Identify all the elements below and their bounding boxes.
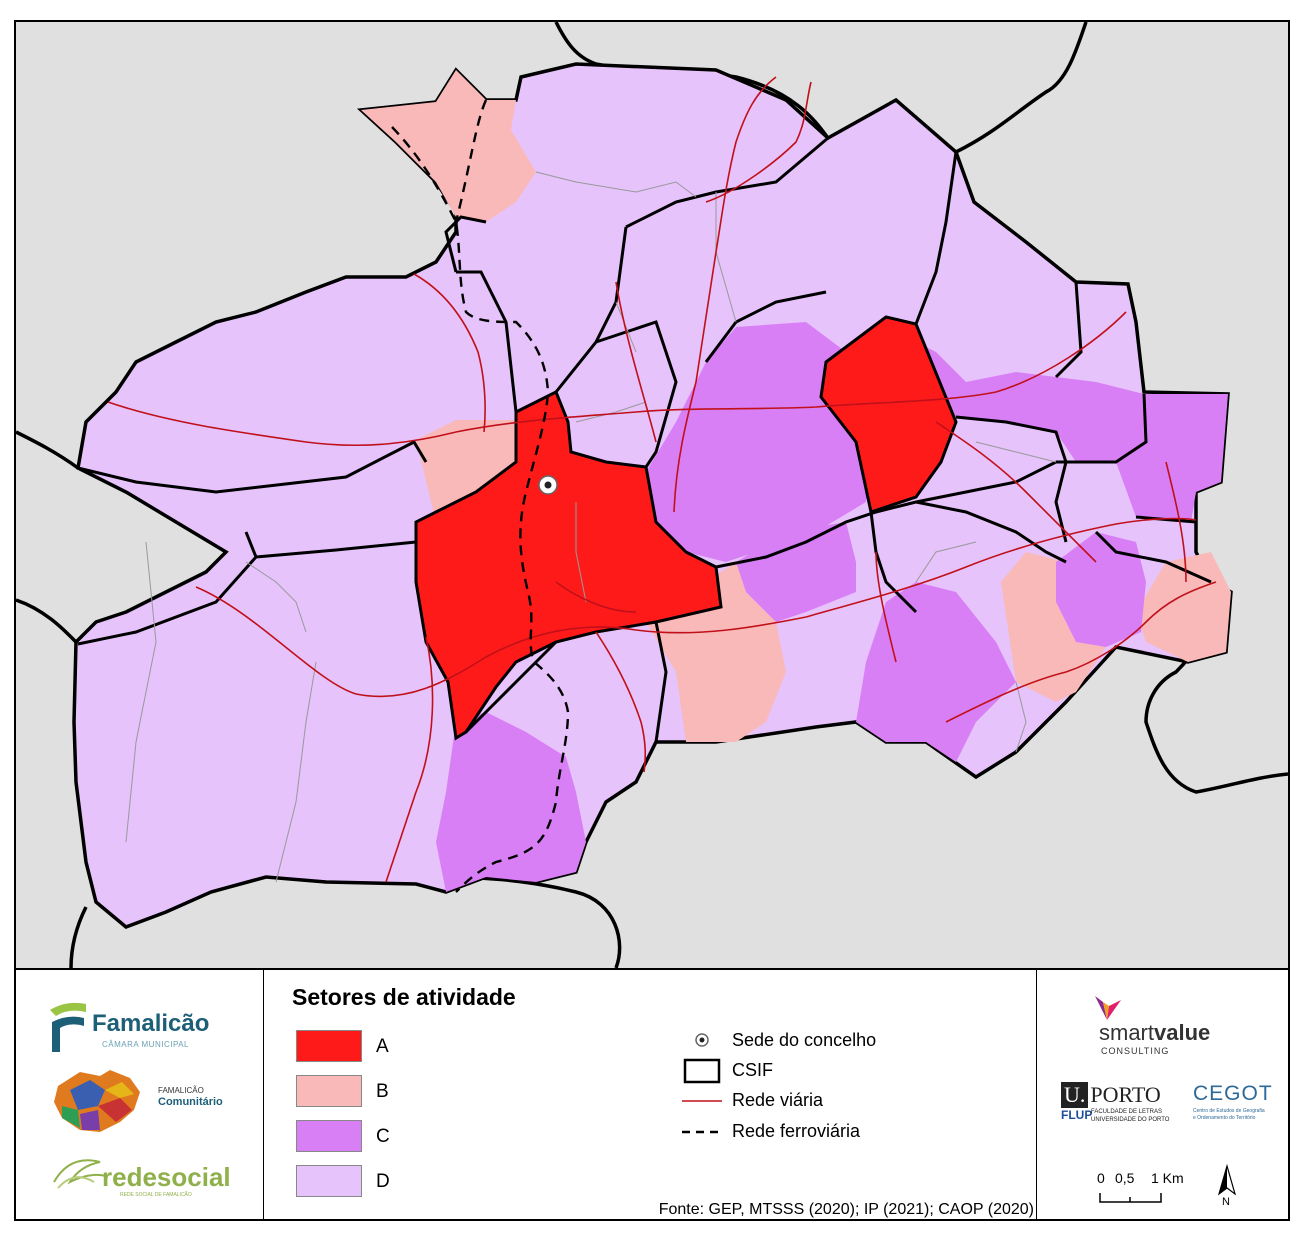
railway-branch: [454, 99, 488, 223]
flup-label: FLUP: [1061, 1108, 1093, 1122]
uporto-name: U. PORTO: [1061, 1082, 1161, 1108]
partner-logos: smartvalue CONSULTING U. PORTO FLUP FACUL…: [1036, 970, 1288, 1221]
source-note: Fonte: GEP, MTSSS (2020); IP (2021); CAO…: [658, 1201, 1034, 1218]
legend-road-label: Rede viária: [732, 1090, 824, 1110]
cegot-name: CEGOT: [1193, 1082, 1273, 1105]
legend-csif-label: CSIF: [732, 1060, 774, 1080]
comunitario-big: Comunitário: [158, 1096, 223, 1108]
comunitario-logo: FAMALICÃO Comunitário: [50, 1066, 260, 1142]
map-canvas: [16, 22, 1288, 968]
comunitario-small: FAMALICÃO: [158, 1086, 204, 1095]
seat-marker-icon: [695, 1033, 709, 1047]
north-label: N: [1222, 1196, 1230, 1208]
swatch-c: [296, 1120, 362, 1152]
legend-label-a: A: [376, 1036, 389, 1057]
scale-bar-line: [1099, 1193, 1162, 1203]
uporto-logo: U. PORTO FLUP FACULDADE DE LETRAS UNIVERS…: [1061, 1082, 1191, 1128]
legend-label-d: D: [376, 1171, 390, 1192]
redesocial-name: redesocial: [102, 1162, 231, 1192]
parish-lines: [125, 171, 1057, 883]
legend-seat-label: Sede do concelho: [732, 1030, 877, 1050]
legend-title: Setores de atividade: [292, 984, 516, 1010]
scale-label-0: 0: [1097, 1170, 1105, 1186]
client-logos: Famalicão CÂMARA MUNICIPAL FAMALICÃO Com…: [16, 970, 264, 1221]
famalicao-sub: CÂMARA MUNICIPAL: [102, 1040, 189, 1049]
swatch-a: [296, 1030, 362, 1062]
famalicao-emblem-icon: [50, 1002, 86, 1052]
north-arrow-icon: [1217, 1164, 1237, 1196]
dashed-line-icon: [682, 1130, 722, 1134]
legend-label-b: B: [376, 1081, 389, 1102]
north-arrow: N: [1215, 1164, 1239, 1210]
municipal-seat-marker: [538, 475, 558, 495]
map-legend: Setores de atividade A B C D Sede do con…: [264, 970, 1036, 1221]
redesocial-swirl-icon: [53, 1159, 107, 1189]
smartvalue-sub: CONSULTING: [1101, 1046, 1170, 1056]
scale-bar: 0 0,5 1 Km: [1093, 1170, 1213, 1210]
comunitario-map-icon: [54, 1070, 140, 1132]
cegot-sub: Centro de Estudos de Geografia e Ordenam…: [1193, 1108, 1265, 1121]
redesocial-sub: REDE SOCIAL DE FAMALICÃO: [120, 1192, 192, 1198]
famalicao-name: Famalicão: [92, 1010, 210, 1037]
swatch-d: [296, 1165, 362, 1197]
flup-faculty: FACULDADE DE LETRAS UNIVERSIDADE DO PORT…: [1091, 1109, 1170, 1123]
legend-rail-label: Rede ferroviária: [732, 1121, 861, 1141]
outline-box-icon: [683, 1058, 721, 1084]
cegot-logo: CEGOT Centro de Estudos de Geografia e O…: [1193, 1082, 1283, 1128]
bottom-panel: Famalicão CÂMARA MUNICIPAL FAMALICÃO Com…: [16, 968, 1288, 1221]
smartvalue-name: smartvalue: [1099, 1020, 1211, 1045]
smartvalue-mark-icon: [1095, 996, 1121, 1020]
scale-label-half: 0,5: [1115, 1170, 1135, 1186]
famalicao-logo: Famalicão CÂMARA MUNICIPAL: [46, 1000, 246, 1060]
region-c-areas: [436, 322, 1228, 892]
railway-line: [391, 126, 570, 893]
swatch-b: [296, 1075, 362, 1107]
scale-label-1km: 1 Km: [1151, 1170, 1184, 1186]
redesocial-logo: redesocial REDE SOCIAL DE FAMALICÃO: [50, 1152, 250, 1202]
legend-label-c: C: [376, 1126, 390, 1147]
smartvalue-logo: smartvalue CONSULTING: [1093, 994, 1253, 1056]
red-line-icon: [682, 1100, 722, 1102]
road-network: [107, 76, 1217, 883]
